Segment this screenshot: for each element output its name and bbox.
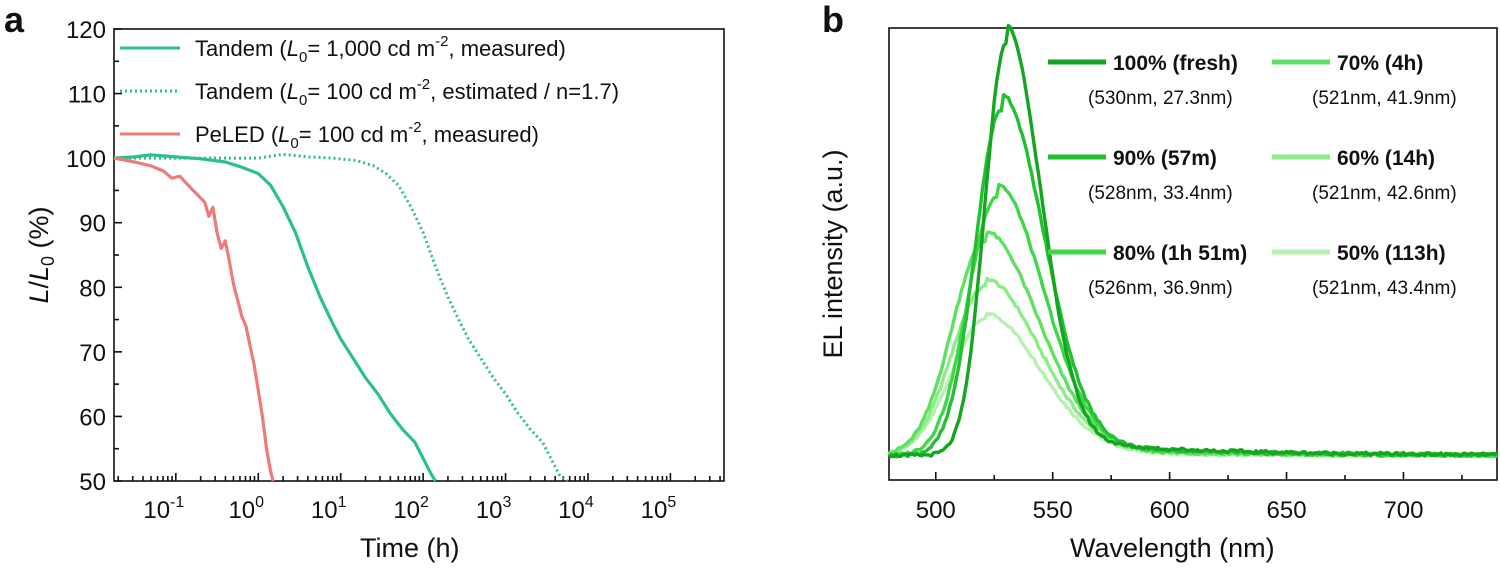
legend-pre: PeLED (: [195, 122, 279, 147]
y-tick-label-a: 80: [79, 275, 106, 302]
x-tick-exp: 4: [585, 494, 594, 511]
legend-sub-b: (528nm, 33.4nm): [1088, 183, 1233, 204]
legend-sub-b: (521nm, 43.4nm): [1312, 278, 1457, 299]
x-axis-b: 500 550 600 650 700: [916, 472, 1463, 524]
legend-b: 100% (fresh) (530nm, 27.3nm) 70% (4h) (521n…: [1048, 52, 1457, 299]
x-tick-label-a: 105: [641, 494, 677, 524]
series-line-a: [114, 152, 569, 483]
x-tick-base: 10: [393, 497, 420, 524]
legend-L: L: [287, 79, 299, 104]
y-axis-title-b: EL intensity (a.u.): [818, 149, 848, 358]
legend-pre: Tandem (: [195, 79, 287, 104]
legend-sup: -2: [435, 33, 448, 50]
x-tick-label-a: 102: [393, 494, 429, 524]
x-tick-base: 10: [558, 497, 585, 524]
plot-frame-b: [888, 27, 1498, 481]
legend-post: , measured): [448, 36, 565, 61]
y-tick-label-a: 70: [79, 340, 106, 367]
legend-sup: -2: [417, 76, 430, 93]
x-tick-base: 10: [476, 497, 503, 524]
x-tick-base: 10: [641, 497, 668, 524]
legend-sub: 0: [290, 135, 298, 152]
legend-mid: = 1,000 cd m: [307, 36, 435, 61]
x-tick-label-a: 10-1: [143, 494, 184, 524]
y-title-unit: (%): [24, 206, 54, 256]
y-tick-label-a: 120: [66, 17, 106, 44]
panel-label-a: a: [4, 0, 25, 40]
series-line-a: [113, 156, 275, 482]
series-line-b: [887, 276, 1498, 459]
x-axis-title-b: Wavelength (nm): [1070, 533, 1275, 563]
x-tick-label-b: 650: [1267, 497, 1307, 524]
y-tick-label-a: 110: [68, 82, 106, 109]
x-tick-label-a: 103: [476, 494, 512, 524]
legend-mid: = 100 cd m: [299, 122, 408, 147]
x-tick-exp: 2: [420, 494, 429, 511]
y-title-sub: 0: [38, 256, 58, 266]
legend-mid: = 100 cd m: [307, 79, 416, 104]
chart-b: 500 550 600 650 700 100% (fresh) (530nm, 27.3…: [818, 23, 1499, 563]
x-tick-label-b: 600: [1150, 497, 1190, 524]
x-tick-exp: 0: [255, 494, 264, 511]
legend-sub-b: (521nm, 42.6nm): [1312, 183, 1457, 204]
legend-label-b: 100% (fresh): [1113, 52, 1238, 75]
legend-label-b: 60% (14h): [1337, 147, 1435, 170]
legend-label-b: 50% (113h): [1337, 242, 1446, 265]
series-group-b: [887, 23, 1499, 459]
x-tick-label-a: 101: [311, 494, 347, 524]
y-tick-label-a: 60: [79, 404, 106, 431]
y-tick-label-a: 100: [66, 146, 106, 173]
x-tick-exp: 5: [667, 494, 676, 511]
series-line-a: [113, 153, 437, 482]
legend-post: , measured): [422, 122, 539, 147]
x-tick-label-b: 700: [1383, 497, 1423, 524]
legend-sub-b: (526nm, 36.9nm): [1088, 278, 1233, 299]
x-tick-exp: -1: [170, 494, 184, 511]
legend-entry-a: Tandem (L0= 1,000 cd m-2, measured): [195, 33, 566, 66]
legend-sub: 0: [299, 92, 307, 109]
x-tick-exp: 3: [502, 494, 511, 511]
x-tick-label-b: 500: [916, 497, 956, 524]
x-tick-label-a: 104: [558, 494, 594, 524]
x-tick-label-a: 100: [228, 494, 264, 524]
y-tick-label-a: 90: [79, 211, 106, 238]
x-tick-label-b: 550: [1033, 497, 1073, 524]
y-title-L: L: [24, 289, 54, 304]
legend-label-b: 90% (57m): [1113, 147, 1217, 170]
x-tick-base: 10: [228, 497, 255, 524]
x-tick-base: 10: [311, 497, 338, 524]
legend-post: , estimated / n=1.7): [430, 79, 619, 104]
y-tick-label-a: 50: [79, 469, 106, 496]
legend-a: Tandem (L0= 1,000 cd m-2, measured)Tande…: [120, 33, 619, 152]
series-group-a: [113, 152, 569, 483]
legend-entry-a: Tandem (L0= 100 cd m-2, estimated / n=1.…: [195, 76, 619, 109]
y-title-slash: /: [24, 281, 54, 289]
x-tick-base: 10: [143, 497, 170, 524]
legend-sub-b: (530nm, 27.3nm): [1088, 88, 1233, 109]
legend-sup: -2: [408, 119, 421, 136]
y-axis-title-a: L/L0 (%): [24, 206, 58, 303]
y-title-L0: L: [24, 266, 54, 281]
x-tick-exp: 1: [338, 494, 347, 511]
legend-label-b: 80% (1h 51m): [1113, 242, 1247, 265]
legend-L: L: [278, 122, 290, 147]
panel-label-b: b: [822, 0, 844, 40]
x-axis-title-a: Time (h): [360, 533, 460, 563]
legend-pre: Tandem (: [195, 36, 287, 61]
legend-sub: 0: [299, 49, 307, 66]
legend-L: L: [287, 36, 299, 61]
legend-label-b: 70% (4h): [1337, 52, 1423, 75]
y-axis-a: 50 60 70 80 90 100 110 120: [66, 17, 122, 496]
legend-entry-a: PeLED (L0= 100 cd m-2, measured): [195, 119, 539, 152]
legend-sub-b: (521nm, 41.9nm): [1312, 88, 1457, 109]
series-line-b: [887, 311, 1498, 459]
x-axis-a: 10-1 100 101 102 103 104 105: [117, 473, 721, 524]
series-line-b: [888, 23, 1498, 459]
